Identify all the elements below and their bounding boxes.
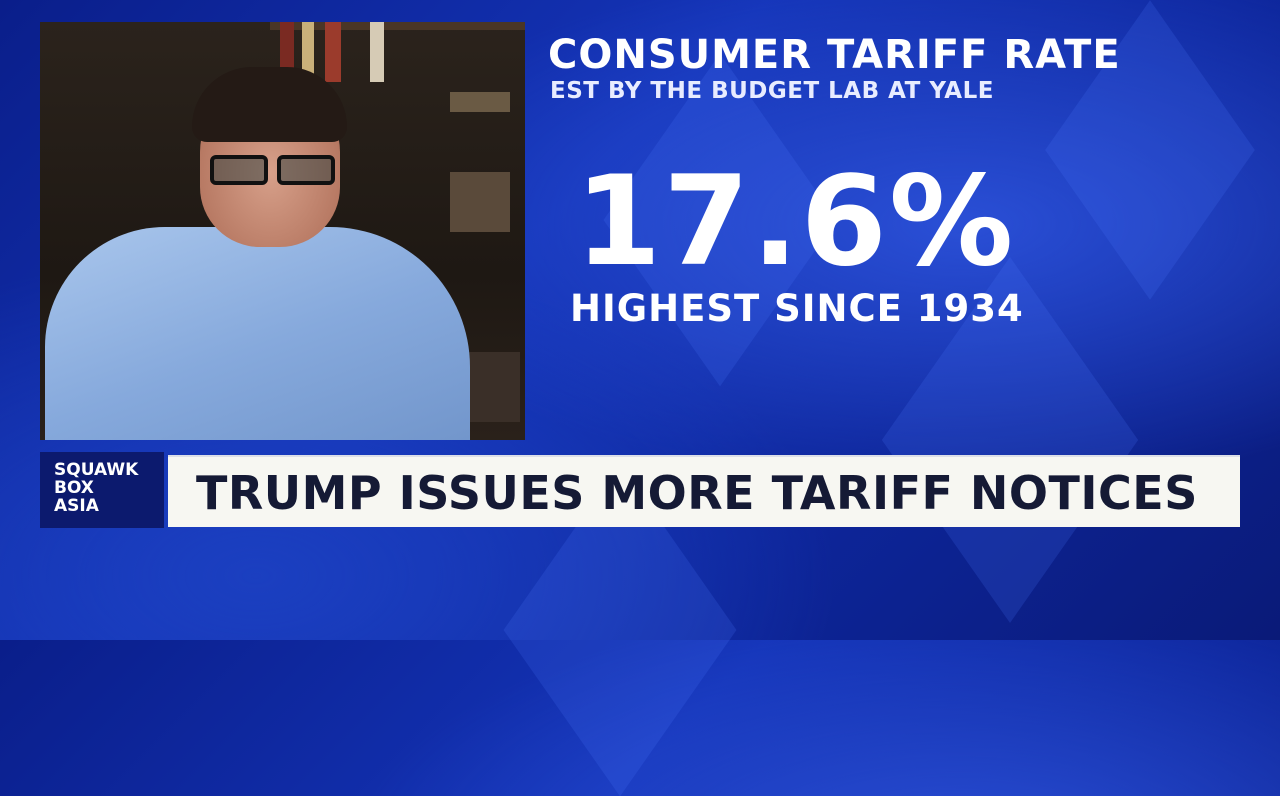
person-shirt xyxy=(45,227,470,440)
tariff-rate-value: 17.6% xyxy=(575,150,1016,294)
lower-third-headline: TRUMP ISSUES MORE TARIFF NOTICES xyxy=(196,466,1198,520)
graphic-headline: CONSUMER TARIFF RATE xyxy=(548,32,1121,78)
bookshelf xyxy=(270,22,525,30)
book xyxy=(450,92,510,112)
graphic-note: HIGHEST SINCE 1934 xyxy=(570,287,1024,330)
book xyxy=(302,22,314,82)
book xyxy=(325,22,341,82)
logo-line: ASIA xyxy=(54,496,99,516)
glasses xyxy=(205,155,340,187)
person-hair xyxy=(192,67,347,142)
show-logo: SQUAWK BOX ASIA xyxy=(40,452,164,528)
guest-video-feed xyxy=(40,22,525,440)
logo-line: SQUAWK xyxy=(54,460,139,480)
book xyxy=(450,172,510,232)
lower-third-banner: TRUMP ISSUES MORE TARIFF NOTICES xyxy=(168,455,1240,527)
graphic-subtitle: EST BY THE BUDGET LAB AT YALE xyxy=(550,78,994,104)
book xyxy=(370,22,384,82)
logo-line: BOX xyxy=(54,478,94,498)
